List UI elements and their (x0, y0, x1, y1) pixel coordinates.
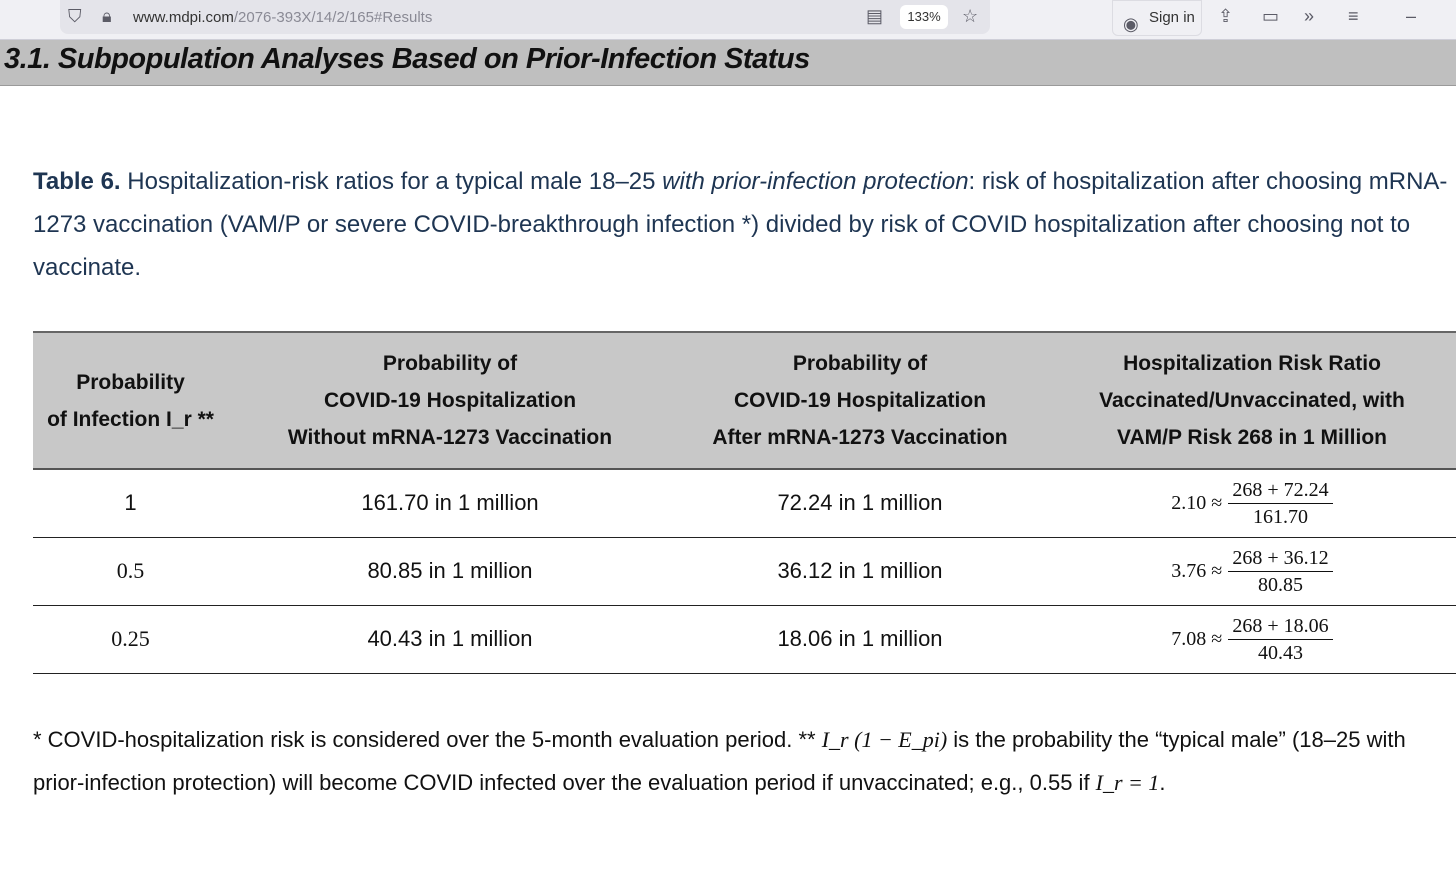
caption-label: Table 6. (33, 168, 121, 195)
sign-in-label: Sign in (1149, 9, 1195, 26)
cell-after: 36.12 in 1 million (672, 537, 1048, 606)
url-text[interactable]: www.mdpi.com/2076-393X/14/2/165#Results (133, 9, 432, 26)
table-caption: Table 6. Hospitalization-risk ratios for… (33, 160, 1453, 289)
table-row: 0.5 80.85 in 1 million 36.12 in 1 millio… (33, 537, 1456, 606)
minimize-icon[interactable]: – (1406, 6, 1417, 26)
section-header: 3.1. Subpopulation Analyses Based on Pri… (0, 40, 1456, 86)
cell-without: 80.85 in 1 million (228, 537, 672, 606)
sign-in-button[interactable]: ◉ Sign in (1112, 0, 1202, 36)
table-row: 0.25 40.43 in 1 million 18.06 in 1 milli… (33, 605, 1456, 674)
cell-probability: 1 (33, 469, 228, 538)
bookmark-star-icon[interactable]: ☆ (962, 6, 979, 26)
address-bar[interactable]: ⛉ 🔒︎ www.mdpi.com/2076-393X/14/2/165#Res… (60, 0, 990, 34)
table-row: 1 161.70 in 1 million 72.24 in 1 million… (33, 469, 1456, 538)
lock-icon[interactable]: 🔒︎ (102, 6, 112, 26)
header-after-vaccination: Probability of COVID-19 Hospitalization Af… (712, 352, 1008, 449)
ratio-value: 3.76 ≈ (1171, 559, 1223, 582)
account-icon: ◉ (1123, 14, 1139, 34)
caption-text: Hospitalization-risk ratios for a typica… (120, 168, 663, 195)
menu-icon[interactable]: ≡ (1348, 6, 1359, 26)
cell-after: 72.24 in 1 million (672, 469, 1048, 538)
table-header-row: Probability of Infection I_r ** Probabili… (33, 332, 1456, 469)
reader-view-icon[interactable]: ▤ (866, 6, 884, 26)
zoom-level[interactable]: 133% (900, 5, 948, 29)
ratio-value: 2.10 ≈ (1171, 491, 1223, 514)
sidebar-icon[interactable]: ▭ (1262, 6, 1280, 26)
header-risk-ratio: Hospitalization Risk Ratio Vaccinated/Unv… (1099, 352, 1405, 449)
url-domain: www.mdpi.com (133, 9, 234, 26)
extensions-icon[interactable]: ⇪ (1218, 6, 1234, 26)
cell-ratio: 2.10 ≈ 268 + 72.24 161.70 (1048, 469, 1456, 538)
ratio-fraction: 268 + 72.24 161.70 (1228, 477, 1333, 530)
ratio-fraction: 268 + 36.12 80.85 (1228, 545, 1333, 598)
url-path: /2076-393X/14/2/165#Results (233, 9, 433, 26)
cell-without: 161.70 in 1 million (228, 469, 672, 538)
cell-after: 18.06 in 1 million (672, 605, 1048, 674)
table-footnote: * COVID-hospitalization risk is consider… (33, 727, 1406, 795)
header-probability-infection: Probability of Infection I_r ** (47, 370, 214, 431)
overflow-chevron-icon[interactable]: » (1304, 6, 1315, 26)
header-without-vaccination: Probability of COVID-19 Hospitalization Wi… (287, 352, 613, 449)
data-table: Probability of Infection I_r ** Probabili… (33, 331, 1456, 674)
browser-toolbar: ⛉ 🔒︎ www.mdpi.com/2076-393X/14/2/165#Res… (0, 0, 1456, 40)
cell-without: 40.43 in 1 million (228, 605, 672, 674)
section-title: 3.1. Subpopulation Analyses Based on Pri… (4, 43, 810, 75)
caption-italic: with prior-infection protection (662, 168, 969, 195)
caption-text: : risk of hospitalization after choosing… (33, 168, 1448, 281)
shield-icon[interactable]: ⛉ (68, 6, 82, 26)
cell-probability: 0.25 (33, 605, 228, 674)
ratio-fraction: 268 + 18.06 40.43 (1228, 613, 1333, 666)
ratio-value: 7.08 ≈ (1171, 627, 1223, 650)
cell-probability: 0.5 (33, 537, 228, 606)
cell-ratio: 7.08 ≈ 268 + 18.06 40.43 (1048, 605, 1456, 674)
cell-ratio: 3.76 ≈ 268 + 36.12 80.85 (1048, 537, 1456, 606)
